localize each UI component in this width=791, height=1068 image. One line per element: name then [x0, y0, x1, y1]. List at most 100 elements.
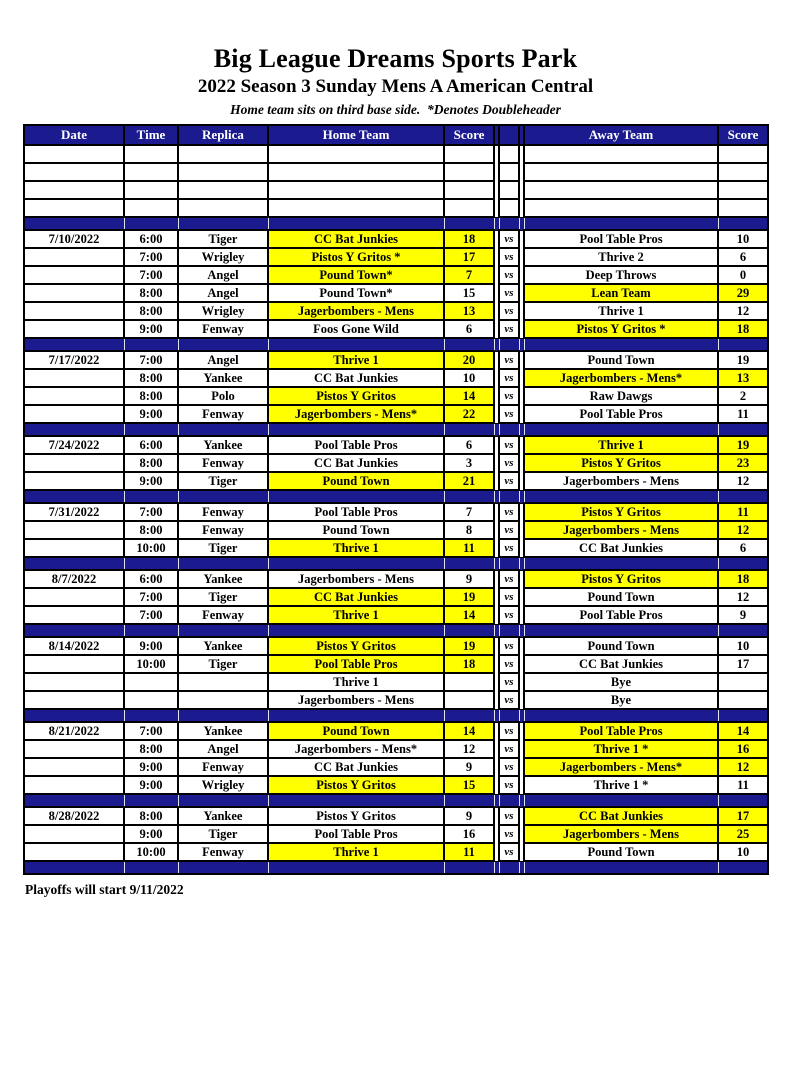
replica-cell: Tiger: [177, 587, 269, 607]
date-cell: 7/17/2022: [23, 350, 125, 370]
game-row: 8/21/2022 7:00 Yankee Pound Town 14 vs Pool Ta…: [23, 721, 769, 741]
replica-cell: Tiger: [177, 538, 269, 558]
separator-cell: [267, 337, 445, 352]
separator-cell: [267, 793, 445, 808]
game-row: 7/17/2022 7:00 Angel Thrive 1 20 vs Pound Town…: [23, 350, 769, 370]
separator-cell: [523, 860, 719, 875]
home-score-column-header: Score: [443, 124, 495, 146]
away-team-cell: Pistos Y Gritos: [523, 453, 719, 473]
away-score-cell: 12: [717, 587, 769, 607]
gap-cell: [519, 351, 524, 369]
gap-cell: [494, 351, 499, 369]
replica-cell: Fenway: [177, 842, 269, 862]
gap-cell: [494, 655, 499, 673]
replica-cell: Fenway: [177, 319, 269, 339]
separator-cell: [498, 556, 520, 571]
replica-cell: Wrigley: [177, 301, 269, 321]
separator-cell: [23, 556, 125, 571]
vs-label: vs: [498, 636, 520, 656]
separator-cell: [523, 489, 719, 504]
away-team-cell: Pool Table Pros: [523, 229, 719, 249]
time-cell: [123, 672, 179, 692]
gap-cell: [519, 369, 524, 387]
gap-cell: [494, 776, 499, 794]
date-cell: [23, 247, 125, 267]
separator-cell: [177, 860, 269, 875]
away-team-cell: Bye: [523, 690, 719, 710]
replica-cell: Yankee: [177, 636, 269, 656]
gap-cell: [519, 503, 524, 521]
gap-cell: [519, 436, 524, 454]
empty-cell: [123, 198, 179, 218]
empty-cell: [523, 180, 719, 200]
time-cell: [123, 690, 179, 710]
date-cell: [23, 404, 125, 424]
empty-cell: [177, 162, 269, 182]
vs-label: vs: [498, 690, 520, 710]
away-score-cell: 18: [717, 319, 769, 339]
separator-cell: [498, 422, 520, 437]
time-cell: 8:00: [123, 806, 179, 826]
home-team-cell: Jagerbombers - Mens: [267, 301, 445, 321]
game-row: Thrive 1 vs Bye: [23, 672, 769, 692]
separator-cell: [443, 708, 495, 723]
vs-label: vs: [498, 229, 520, 249]
replica-cell: Polo: [177, 386, 269, 406]
separator-cell: [523, 216, 719, 231]
empty-cell: [519, 181, 524, 199]
gap-cell: [519, 740, 524, 758]
away-team-cell: CC Bat Junkies: [523, 806, 719, 826]
vs-label: vs: [498, 350, 520, 370]
away-score-cell: 2: [717, 386, 769, 406]
home-score-cell: 19: [443, 636, 495, 656]
game-row: 8:00 Yankee CC Bat Junkies 10 vs Jagerbombers…: [23, 368, 769, 388]
date-cell: [23, 520, 125, 540]
game-row: 8:00 Wrigley Jagerbombers - Mens 13 vs Thrive…: [23, 301, 769, 321]
home-score-cell: 10: [443, 368, 495, 388]
empty-cell: [23, 198, 125, 218]
empty-cell: [23, 144, 125, 164]
empty-cell: [443, 180, 495, 200]
home-score-cell: 15: [443, 775, 495, 795]
home-team-cell: Pistos Y Gritos: [267, 636, 445, 656]
vs-label: vs: [498, 739, 520, 759]
date-cell: [23, 319, 125, 339]
gap-cell: [519, 284, 524, 302]
home-team-cell: Pool Table Pros: [267, 824, 445, 844]
game-row: 10:00 Tiger Pool Table Pros 18 vs CC Bat Junk…: [23, 654, 769, 674]
game-row: 8/28/2022 8:00 Yankee Pistos Y Gritos 9 vs CC …: [23, 806, 769, 826]
home-team-cell: Jagerbombers - Mens: [267, 690, 445, 710]
home-team-cell: Pool Table Pros: [267, 502, 445, 522]
page-title: Big League Dreams Sports Park: [213, 44, 578, 73]
vs-label: vs: [498, 806, 520, 826]
home-team-cell: Pound Town: [267, 721, 445, 741]
away-team-cell: CC Bat Junkies: [523, 538, 719, 558]
separator-cell: [443, 623, 495, 638]
home-team-cell: Thrive 1: [267, 605, 445, 625]
home-score-cell: 9: [443, 806, 495, 826]
game-row: 8:00 Polo Pistos Y Gritos 14 vs Raw Dawgs 2: [23, 386, 769, 406]
empty-cell: [23, 180, 125, 200]
home-score-cell: 12: [443, 739, 495, 759]
away-score-cell: [717, 672, 769, 692]
time-cell: 8:00: [123, 368, 179, 388]
separator-cell: [498, 489, 520, 504]
away-score-cell: 10: [717, 636, 769, 656]
separator-cell: [717, 556, 769, 571]
separator-cell: [23, 793, 125, 808]
away-team-cell: Deep Throws: [523, 265, 719, 285]
gap-cell: [494, 302, 499, 320]
vs-label: vs: [498, 538, 520, 558]
replica-cell: Yankee: [177, 569, 269, 589]
empty-cell: [519, 145, 524, 163]
empty-cell: [23, 162, 125, 182]
replica-cell: [177, 690, 269, 710]
gap-cell: [519, 758, 524, 776]
gap-cell: [494, 472, 499, 490]
separator-cell: [523, 337, 719, 352]
gap-cell: [494, 248, 499, 266]
separator-cell: [177, 556, 269, 571]
date-cell: [23, 739, 125, 759]
game-row: 9:00 Fenway CC Bat Junkies 9 vs Jagerbombers …: [23, 757, 769, 777]
vs-label: vs: [498, 520, 520, 540]
